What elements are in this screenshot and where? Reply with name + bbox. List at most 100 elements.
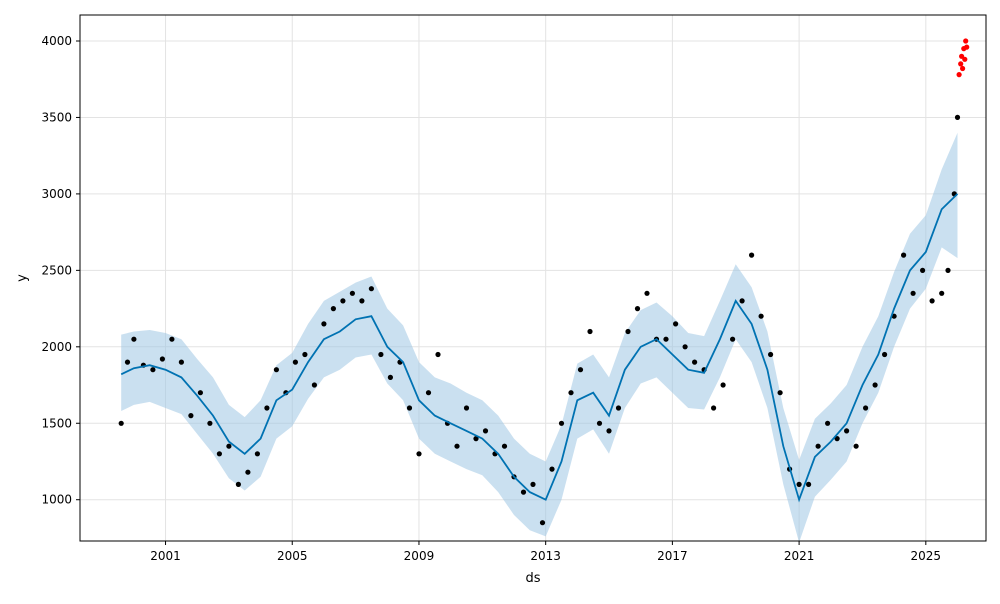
x-tick-label: 2009 bbox=[404, 549, 435, 563]
observed-point bbox=[520, 489, 527, 495]
forecast-point bbox=[963, 38, 969, 44]
observed-point bbox=[606, 428, 612, 434]
forecast-point bbox=[962, 56, 968, 62]
observed-point bbox=[568, 390, 574, 396]
observed-point bbox=[853, 443, 859, 449]
observed-point bbox=[720, 382, 726, 388]
observed-point bbox=[758, 313, 764, 319]
observed-point bbox=[416, 451, 422, 457]
observed-point bbox=[340, 298, 346, 304]
observed-point bbox=[197, 390, 203, 396]
observed-point bbox=[730, 336, 736, 342]
observed-point bbox=[692, 359, 698, 365]
observed-point bbox=[124, 359, 131, 365]
forecast-point bbox=[958, 61, 964, 67]
observed-point bbox=[264, 405, 270, 411]
observed-point bbox=[159, 356, 165, 362]
observed-point bbox=[118, 420, 124, 426]
x-tick-label: 2025 bbox=[911, 549, 942, 563]
observed-point bbox=[188, 413, 194, 419]
observed-point bbox=[682, 344, 688, 350]
observed-point bbox=[806, 481, 812, 487]
y-tick-label: 3000 bbox=[41, 187, 72, 201]
observed-point bbox=[463, 405, 470, 411]
y-tick-label: 1500 bbox=[41, 416, 72, 430]
observed-point bbox=[425, 390, 432, 396]
observed-point bbox=[501, 443, 508, 449]
x-tick-label: 2001 bbox=[150, 549, 181, 563]
observed-point bbox=[558, 420, 565, 426]
observed-point bbox=[929, 298, 935, 304]
observed-point bbox=[302, 351, 308, 358]
observed-point bbox=[739, 298, 745, 304]
observed-point bbox=[207, 420, 213, 426]
forecast-point bbox=[964, 44, 970, 50]
observed-point bbox=[178, 359, 184, 365]
observed-point bbox=[673, 321, 679, 327]
observed-point bbox=[901, 252, 907, 258]
observed-point bbox=[150, 367, 156, 373]
y-tick-label: 4000 bbox=[41, 34, 72, 48]
observed-point bbox=[920, 267, 926, 273]
observed-point bbox=[644, 290, 650, 296]
observed-point bbox=[359, 298, 365, 304]
observed-point bbox=[245, 469, 251, 475]
observed-point bbox=[663, 336, 669, 342]
observed-point bbox=[711, 405, 717, 411]
observed-point bbox=[235, 481, 241, 487]
observed-point bbox=[910, 290, 916, 296]
observed-point bbox=[939, 290, 945, 296]
uncertainty-band bbox=[121, 132, 958, 543]
observed-point bbox=[844, 428, 850, 434]
trend-line-layer bbox=[120, 193, 959, 503]
observed-point bbox=[406, 405, 413, 411]
observed-point bbox=[768, 351, 774, 358]
y-tick-label: 3500 bbox=[41, 110, 72, 124]
x-axis-ticks: 2001 2005 2009 2013 2017 2021 2025 bbox=[150, 541, 941, 563]
observed-point bbox=[749, 252, 755, 258]
x-tick-label: 2013 bbox=[530, 549, 561, 563]
observed-point bbox=[435, 351, 441, 358]
observed-point bbox=[625, 328, 631, 335]
plot-frame bbox=[79, 14, 987, 542]
observed-point bbox=[945, 267, 951, 273]
y-axis-ticks: 1000 1500 2000 2500 3000 3500 4000 bbox=[41, 34, 80, 507]
observed-point bbox=[387, 374, 393, 380]
trend-line bbox=[120, 193, 959, 503]
observed-point bbox=[539, 520, 546, 526]
observed-point bbox=[226, 443, 232, 449]
y-tick-label: 2000 bbox=[41, 340, 72, 354]
x-tick-label: 2017 bbox=[657, 549, 688, 563]
x-tick-label: 2021 bbox=[784, 549, 815, 563]
observed-point bbox=[882, 351, 888, 358]
observed-point bbox=[834, 436, 840, 442]
observed-point bbox=[872, 382, 878, 388]
x-tick-label: 2005 bbox=[277, 549, 308, 563]
observed-point bbox=[254, 451, 260, 457]
observed-points-layer bbox=[118, 114, 961, 526]
observed-point bbox=[482, 428, 489, 434]
observed-point bbox=[378, 351, 384, 358]
observed-point bbox=[863, 405, 869, 411]
observed-point bbox=[473, 436, 479, 442]
observed-point bbox=[815, 443, 821, 449]
observed-point bbox=[530, 481, 536, 487]
observed-point bbox=[330, 306, 336, 312]
observed-point bbox=[216, 451, 222, 457]
observed-point bbox=[311, 382, 317, 388]
observed-point bbox=[169, 336, 175, 342]
y-axis-label: y bbox=[15, 274, 30, 282]
observed-point bbox=[131, 336, 137, 342]
observed-point bbox=[634, 306, 641, 312]
observed-point bbox=[549, 466, 555, 472]
x-axis-label: ds bbox=[525, 571, 540, 586]
observed-point bbox=[273, 367, 279, 373]
forecast-point bbox=[956, 72, 962, 78]
observed-point bbox=[454, 443, 460, 449]
y-tick-label: 1000 bbox=[41, 493, 72, 507]
forecast-points-layer bbox=[956, 38, 970, 78]
observed-point bbox=[615, 405, 622, 411]
observed-point bbox=[796, 481, 802, 487]
observed-point bbox=[777, 390, 783, 396]
